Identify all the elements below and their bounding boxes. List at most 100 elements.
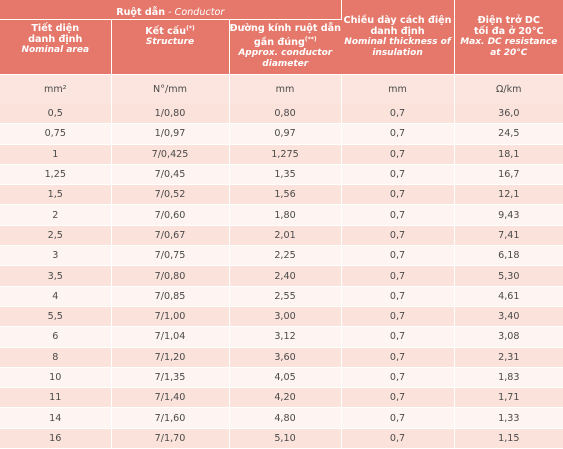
cell-diameter: 2,01 (229, 225, 342, 247)
cell-resistance: 3,08 (454, 326, 563, 348)
diameter-header: Đường kính ruột dẫn gần đúng(**) Approx.… (229, 19, 342, 75)
cell-area: 6 (0, 326, 112, 348)
cell-area: 14 (0, 407, 112, 429)
cell-insulation: 0,7 (341, 204, 455, 226)
area-label-en: Nominal area (21, 45, 90, 55)
cell-insulation: 0,7 (341, 387, 455, 409)
cell-structure: 7/1,00 (111, 306, 230, 328)
cell-insulation: 0,7 (341, 225, 455, 247)
cell-resistance: 5,30 (454, 265, 563, 287)
table-row: 1,25 7/0,45 1,35 0,7 16,7 (0, 164, 563, 186)
table-row: 5,5 7/1,00 3,00 0,7 3,40 (0, 306, 563, 328)
table-row: 3 7/0,75 2,25 0,7 6,18 (0, 245, 563, 267)
table-row: 0,75 1/0,97 0,97 0,7 24,5 (0, 123, 563, 145)
structure-label-en: Structure (145, 37, 195, 48)
cell-resistance: 24,5 (454, 123, 563, 145)
cell-insulation: 0,7 (341, 347, 455, 368)
table-row: 14 7/1,60 4,80 0,7 1,33 (0, 407, 563, 429)
table-row: 6 7/1,04 3,12 0,7 3,08 (0, 326, 563, 348)
unit-structure: N°/mm (111, 74, 230, 104)
cell-diameter: 3,00 (229, 306, 342, 328)
resistance-label-en-1: Max. DC resistance (460, 37, 558, 47)
unit-insulation: mm (341, 74, 455, 104)
table-row: 10 7/1,35 4,05 0,7 1,83 (0, 367, 563, 389)
cell-structure: 7/1,35 (111, 367, 230, 389)
table-row: 2,5 7/0,67 2,01 0,7 7,41 (0, 225, 563, 247)
cell-insulation: 0,7 (341, 265, 455, 287)
cell-diameter: 2,40 (229, 265, 342, 287)
cell-area: 10 (0, 367, 112, 389)
cell-area: 1,5 (0, 184, 112, 206)
conductor-header: Ruột dẫn - Conductor (0, 0, 342, 20)
cell-resistance: 1,71 (454, 387, 563, 409)
cell-resistance: 1,15 (454, 428, 563, 449)
cell-resistance: 36,0 (454, 104, 563, 125)
resistance-label-en-2: at 20°C (490, 48, 528, 58)
cell-resistance: 7,41 (454, 225, 563, 247)
cell-diameter: 3,12 (229, 326, 342, 348)
cell-structure: 7/0,67 (111, 225, 230, 247)
cell-diameter: 1,35 (229, 164, 342, 186)
cell-resistance: 1,83 (454, 367, 563, 389)
table-row: 3,5 7/0,80 2,40 0,7 5,30 (0, 265, 563, 287)
insulation-label-en-2: insulation (372, 48, 423, 58)
cell-diameter: 2,55 (229, 286, 342, 307)
cell-structure: 7/0,425 (111, 144, 230, 165)
cell-area: 0,75 (0, 123, 112, 145)
cell-insulation: 0,7 (341, 326, 455, 348)
diameter-label-en-2: diameter (262, 59, 309, 70)
cell-area: 2,5 (0, 225, 112, 247)
resistance-label-vi-2: tối đa ở 20°C (473, 26, 544, 37)
resistance-label-vi-1: Điện trở DC (477, 15, 540, 26)
cell-structure: 7/0,52 (111, 184, 230, 206)
cell-area: 3,5 (0, 265, 112, 287)
cell-insulation: 0,7 (341, 123, 455, 145)
diameter-footnote-mark: (**) (304, 36, 317, 43)
cell-structure: 7/1,20 (111, 347, 230, 368)
cell-diameter: 1,275 (229, 144, 342, 165)
cell-diameter: 2,25 (229, 245, 342, 267)
cell-insulation: 0,7 (341, 367, 455, 389)
cell-structure: 7/0,85 (111, 286, 230, 307)
cell-diameter: 0,80 (229, 104, 342, 125)
table-row: 2 7/0,60 1,80 0,7 9,43 (0, 204, 563, 226)
cell-structure: 1/0,80 (111, 104, 230, 125)
table-row: 0,5 1/0,80 0,80 0,7 36,0 (0, 104, 563, 125)
table-row: 11 7/1,40 4,20 0,7 1,71 (0, 387, 563, 409)
table-row: 8 7/1,20 3,60 0,7 2,31 (0, 347, 563, 368)
cell-area: 2 (0, 204, 112, 226)
table-row: 1 7/0,425 1,275 0,7 18,1 (0, 144, 563, 165)
insulation-label-vi-1: Chiều dày cách điện (343, 15, 452, 26)
cell-area: 1,25 (0, 164, 112, 186)
cell-structure: 7/0,80 (111, 265, 230, 287)
cell-insulation: 0,7 (341, 104, 455, 125)
conductor-separator: - (165, 7, 175, 18)
unit-resistance: Ω/km (454, 74, 563, 104)
cell-structure: 7/1,04 (111, 326, 230, 348)
cell-structure: 7/1,60 (111, 407, 230, 429)
insulation-label-vi-2: danh định (370, 26, 425, 37)
area-label-vi-2: danh định (28, 34, 83, 45)
cell-insulation: 0,7 (341, 306, 455, 328)
cell-resistance: 16,7 (454, 164, 563, 186)
resistance-header: Điện trở DC tối đa ở 20°C Max. DC resist… (454, 0, 563, 75)
unit-row: mm² N°/mm mm mm Ω/km (0, 74, 563, 104)
cell-insulation: 0,7 (341, 184, 455, 206)
cell-resistance: 2,31 (454, 347, 563, 368)
cell-diameter: 1,80 (229, 204, 342, 226)
cell-area: 1 (0, 144, 112, 165)
cell-area: 16 (0, 428, 112, 449)
diameter-label-vi-2: gần đúng (253, 37, 305, 49)
table-row: 16 7/1,70 5,10 0,7 1,15 (0, 428, 563, 449)
cell-resistance: 12,1 (454, 184, 563, 206)
cell-structure: 7/0,75 (111, 245, 230, 267)
cell-structure: 7/0,45 (111, 164, 230, 186)
diameter-label-vi-1: Đường kính ruột dẫn (229, 23, 341, 34)
cell-insulation: 0,7 (341, 144, 455, 165)
cell-diameter: 4,20 (229, 387, 342, 409)
conductor-label-vi: Ruột dẫn (116, 7, 166, 18)
diameter-label-en-1: Approx. conductor (238, 48, 333, 59)
cell-diameter: 4,05 (229, 367, 342, 389)
cell-diameter: 3,60 (229, 347, 342, 368)
